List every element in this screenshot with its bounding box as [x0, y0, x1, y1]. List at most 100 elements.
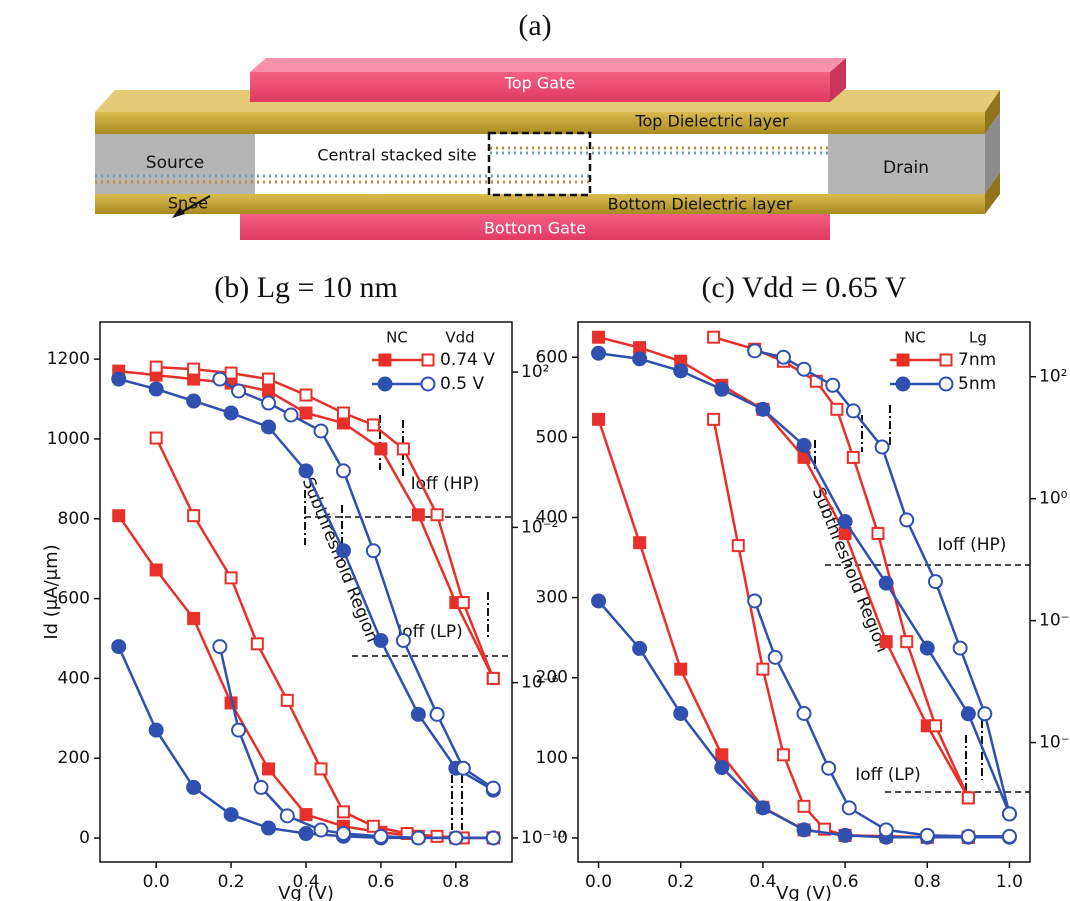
marker	[1001, 828, 1017, 844]
series-line	[598, 335, 970, 799]
annotation: Ioff (HP)	[411, 474, 480, 494]
marker	[186, 393, 202, 409]
marker	[410, 830, 426, 846]
y-tick-label: 300	[536, 588, 568, 608]
marker	[871, 527, 885, 541]
top-gate-side	[830, 58, 846, 102]
source	[95, 134, 255, 194]
marker	[261, 395, 277, 411]
y-tick-label: 600	[58, 589, 90, 609]
legend-marker	[421, 353, 435, 367]
marker	[396, 442, 410, 456]
marker	[796, 361, 812, 377]
legend-label: 5nm	[958, 374, 996, 394]
legend-title: NC	[904, 329, 926, 347]
x-tick-label: 0.6	[367, 872, 394, 892]
y2-tick-label: 10⁻⁴	[1039, 733, 1070, 753]
marker	[919, 640, 935, 656]
legend-title: NC	[386, 329, 408, 347]
label: SnSe	[168, 194, 208, 213]
marker	[187, 611, 201, 625]
marker	[187, 509, 201, 523]
marker	[212, 371, 228, 387]
label: Top Dielectric layer	[634, 112, 789, 131]
marker	[336, 406, 350, 420]
device-diagram: (a) Top Gate Top Dielectric layer Source…	[95, 9, 1000, 240]
marker	[261, 419, 277, 435]
bottom-dielectric	[95, 194, 985, 214]
marker	[149, 360, 163, 374]
legend-marker	[377, 376, 393, 392]
y-tick-label: 1000	[47, 429, 90, 449]
x-tick-label: 0.8	[442, 872, 469, 892]
marker	[365, 543, 381, 559]
marker	[747, 593, 763, 609]
marker	[845, 403, 861, 419]
marker	[224, 571, 238, 585]
marker	[366, 418, 380, 432]
marker	[874, 439, 890, 455]
marker	[714, 381, 730, 397]
central-box	[487, 131, 592, 197]
label: Source	[146, 153, 204, 173]
annotation: Ioff (HP)	[938, 535, 1007, 555]
y-tick-label: 600	[536, 347, 568, 367]
marker	[592, 330, 606, 344]
x-tick-label: 0.4	[749, 872, 776, 892]
legend-title: Lg	[969, 329, 987, 347]
legend-marker	[420, 376, 436, 392]
marker	[111, 371, 127, 387]
marker	[395, 632, 411, 648]
marker	[250, 637, 264, 651]
marker	[879, 635, 893, 649]
marker	[486, 671, 500, 685]
series-line	[117, 514, 494, 840]
marker	[148, 381, 164, 397]
y2-tick-label: 10⁻²	[521, 517, 558, 537]
marker	[411, 508, 425, 522]
series-line	[118, 377, 494, 792]
chart: (c) Vdd = 0.65 V 0.0 0.2 0.4 0.6 0.8 1.0 0 100 20…	[536, 271, 1070, 901]
marker	[899, 512, 915, 528]
marker	[632, 351, 648, 367]
marker	[707, 412, 721, 426]
marker	[776, 748, 790, 762]
x-axis-label: Vg (V)	[776, 883, 832, 901]
marker	[149, 431, 163, 445]
top-gate	[250, 72, 830, 102]
marker	[148, 722, 164, 738]
panel-label: (a)	[518, 9, 551, 42]
y-tick-label: 200	[58, 748, 90, 768]
marker	[900, 635, 914, 649]
marker	[960, 706, 976, 722]
annotation: Subthreshold Region	[808, 485, 892, 656]
marker	[262, 762, 276, 776]
legend-marker	[895, 376, 911, 392]
label: Top Gate	[504, 74, 575, 93]
y-tick-label: 500	[536, 427, 568, 447]
marker	[919, 827, 935, 843]
marker	[410, 706, 426, 722]
marker	[821, 760, 837, 776]
y-tick-label: 400	[536, 507, 568, 527]
y-tick-label: 200	[536, 668, 568, 688]
marker	[283, 407, 299, 423]
y2-tick-label: 10²	[521, 362, 549, 382]
legend-marker	[938, 376, 954, 392]
marker	[313, 822, 329, 838]
marker	[448, 830, 464, 846]
marker	[373, 632, 389, 648]
marker	[673, 363, 689, 379]
marker	[430, 508, 444, 522]
series-line	[598, 351, 1011, 815]
legend-title: Vdd	[445, 329, 474, 347]
marker	[485, 780, 501, 796]
marker	[366, 819, 380, 833]
marker	[674, 662, 688, 676]
y-tick-label: 1200	[47, 349, 90, 369]
top-dielectric-side	[985, 90, 1000, 134]
drain	[828, 134, 985, 194]
marker	[977, 706, 993, 722]
marker	[633, 536, 647, 550]
marker	[373, 828, 389, 844]
